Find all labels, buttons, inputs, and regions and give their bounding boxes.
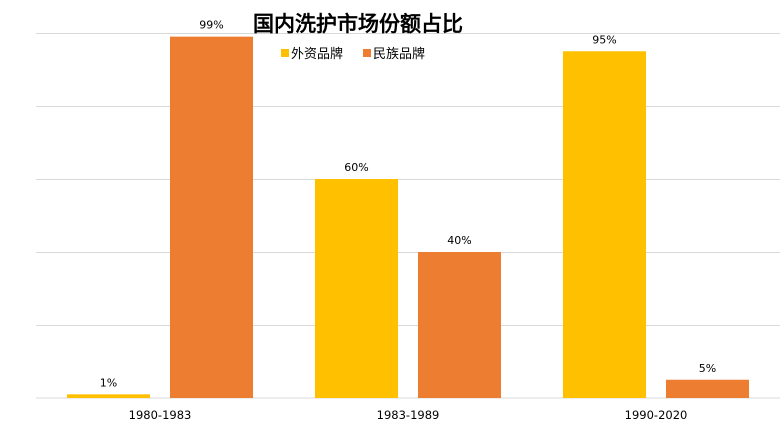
bar-2-1980-1983 xyxy=(170,36,253,399)
data-label: 60% xyxy=(344,161,368,174)
bar-1-1980-1983 xyxy=(67,394,150,398)
data-label: 99% xyxy=(199,19,223,32)
data-label: 95% xyxy=(592,33,616,46)
chart-title: 国内洗护市场份额占比 xyxy=(253,12,463,36)
legend-label-1: 外资品牌 xyxy=(291,46,343,62)
gridlines xyxy=(36,33,780,326)
x-tick-label: 1990-2020 xyxy=(625,408,688,422)
data-labels: 1% 99% 60% 40% 95% 5% xyxy=(100,19,716,390)
legend-swatch-1 xyxy=(281,49,289,57)
bar-1-1990-2020 xyxy=(563,51,646,398)
bar-2-1990-2020 xyxy=(666,379,749,398)
legend: 外资品牌 民族品牌 xyxy=(281,46,425,62)
bars xyxy=(67,36,749,399)
legend-label-2: 民族品牌 xyxy=(373,46,425,62)
bar-1-1983-1989 xyxy=(315,179,398,398)
x-axis-tick-labels: 1980-1983 1983-1989 1990-2020 xyxy=(129,408,688,422)
data-label: 1% xyxy=(100,376,117,389)
x-tick-label: 1980-1983 xyxy=(129,408,192,422)
x-tick-label: 1983-1989 xyxy=(377,408,440,422)
bar-2-1983-1989 xyxy=(418,252,501,398)
legend-swatch-2 xyxy=(363,49,371,57)
data-label: 5% xyxy=(699,362,716,375)
data-label: 40% xyxy=(447,234,471,247)
